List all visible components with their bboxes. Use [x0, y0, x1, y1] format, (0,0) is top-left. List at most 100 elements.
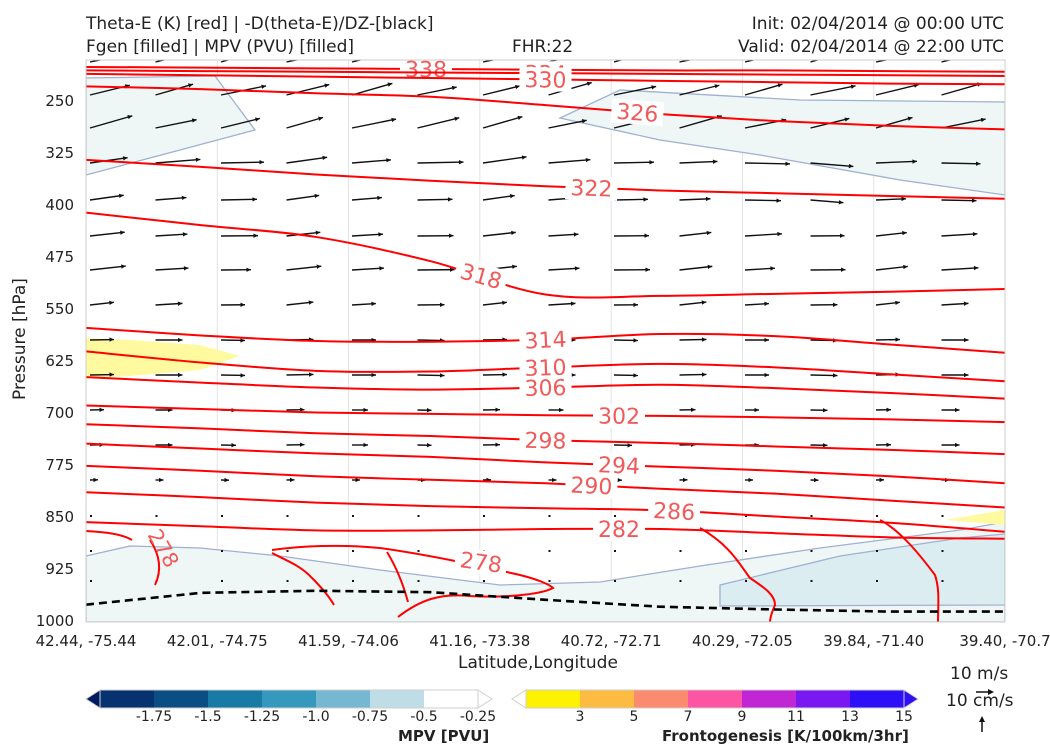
mpv-colorbar-segment	[316, 690, 371, 708]
wind-vector-head	[586, 81, 592, 86]
wind-vector-head	[627, 443, 632, 448]
wind-vector	[351, 233, 383, 237]
wind-vector-head	[886, 407, 891, 412]
y-tick-label: 700	[45, 403, 74, 422]
wind-vector-head	[363, 442, 368, 448]
wind-vector	[548, 158, 591, 164]
wind-vector	[417, 550, 420, 552]
wind-vector	[221, 580, 223, 582]
wind-vector	[90, 550, 92, 552]
wind-vector-head	[974, 52, 979, 56]
wind-vector-head	[426, 408, 432, 413]
wind-vector-head	[511, 230, 516, 236]
x-tick-label: 42.01, -74.75	[166, 632, 268, 650]
wind-vector-head	[886, 442, 891, 447]
wind-vector-head	[109, 372, 114, 377]
y-tick-label: 775	[45, 455, 74, 474]
theta-e-label-326: 326	[615, 100, 659, 128]
y-tick-label: 850	[45, 507, 74, 526]
fgen-colorbar-tick-label: 7	[683, 709, 693, 725]
wind-vector	[941, 199, 977, 202]
wind-vector-head	[127, 114, 133, 120]
y-tick-label: 475	[45, 247, 74, 266]
wind-vector-head	[458, 159, 464, 165]
wind-vector-head	[963, 337, 969, 343]
wind-vector-head	[109, 300, 114, 306]
wind-vector	[155, 158, 201, 164]
fgen-colorbar-tick-label: 11	[787, 709, 805, 725]
theta-e-contour-322	[86, 158, 1005, 200]
theta-e-contour-290	[86, 464, 1005, 509]
wind-vector-head	[521, 155, 527, 160]
wind-vector-head	[182, 232, 188, 237]
wind-vector	[482, 156, 527, 164]
mpv-colorbar-segment	[424, 690, 479, 708]
wind-vector-head	[289, 477, 295, 483]
wind-vector-head	[764, 301, 769, 307]
wind-vector-head	[585, 157, 591, 163]
wind-vector-head	[972, 231, 978, 237]
theta-e-contour-278-right-b	[879, 519, 940, 622]
y-tick-label: 550	[45, 299, 74, 318]
wind-vector	[220, 117, 261, 129]
wind-vector-head	[240, 373, 245, 378]
wind-vector-head	[177, 301, 183, 306]
theta-e-contour-282	[86, 521, 1005, 540]
wind-vector	[744, 162, 791, 165]
wind-vector	[286, 265, 322, 271]
fgen-colorbar-frame	[525, 689, 905, 709]
mpv-colorbar-segment	[370, 690, 425, 708]
wind-vector	[614, 515, 616, 517]
wind-vector	[286, 580, 289, 582]
wind-vector-head	[512, 264, 517, 269]
wind-vector-head	[299, 442, 305, 447]
theta-e-label-282: 282	[598, 518, 640, 543]
wind-vector	[614, 550, 616, 552]
x-tick-label: 39.84, -71.40	[823, 632, 925, 650]
wind-vector-head	[764, 337, 769, 343]
fgen-colorbar-segment	[580, 690, 635, 708]
wind-vector-head	[109, 337, 114, 342]
wind-vector-head	[895, 300, 900, 306]
wind-vector	[875, 160, 917, 164]
wind-vector	[941, 267, 979, 271]
wind-vector	[810, 550, 813, 552]
mpv-colorbar-title: MPV [PVU]	[398, 727, 490, 745]
title-line-1: Theta-E (K) [red] | -D(theta-E)/DZ-[blac…	[86, 14, 434, 34]
wind-vector-head	[177, 372, 183, 378]
wind-vector-head	[118, 193, 124, 199]
theta-e-label-306: 306	[524, 376, 567, 402]
wind-vector-head	[515, 84, 520, 90]
mpv-colorbar-tick-label: -1.0	[302, 709, 330, 725]
wind-vector	[352, 515, 354, 517]
wind-vector	[417, 117, 460, 129]
wind-vector-head	[701, 337, 707, 342]
wind-vector	[548, 550, 551, 552]
wind-vector-head	[839, 233, 845, 238]
theta-e-label-286: 286	[652, 499, 695, 526]
y-tick-label: 325	[45, 143, 74, 162]
x-tick-label: 42.44, -75.44	[35, 632, 137, 650]
wind-vector	[745, 515, 747, 517]
wind-vector	[417, 515, 420, 517]
wind-vector-head	[764, 372, 769, 378]
wind-vector-head	[240, 302, 245, 307]
fgen-colorbar-tick-label: 15	[895, 709, 913, 725]
fgen-colorbar-extend-low	[511, 689, 527, 709]
wind-vector-head	[850, 84, 856, 89]
mpv-colorbar-tick-label: -1.75	[135, 709, 173, 725]
fgen-colorbar-tick-label: 5	[629, 709, 639, 725]
wind-vector	[810, 85, 856, 96]
wind-vector-head	[980, 117, 986, 123]
theta-e-label-302: 302	[598, 405, 640, 430]
theta-e-label-314: 314	[524, 328, 567, 355]
wind-vector-head	[240, 338, 245, 343]
wind-vector-head	[844, 117, 850, 122]
wind-vector-head	[954, 407, 960, 413]
mpv-region-upper-right	[557, 89, 1005, 196]
wind-vector	[548, 233, 579, 237]
wind-vector-head	[391, 117, 397, 123]
wind-vector-head	[191, 118, 197, 123]
wind-vector-head	[822, 408, 828, 413]
fgen-colorbar-segment	[796, 690, 851, 708]
